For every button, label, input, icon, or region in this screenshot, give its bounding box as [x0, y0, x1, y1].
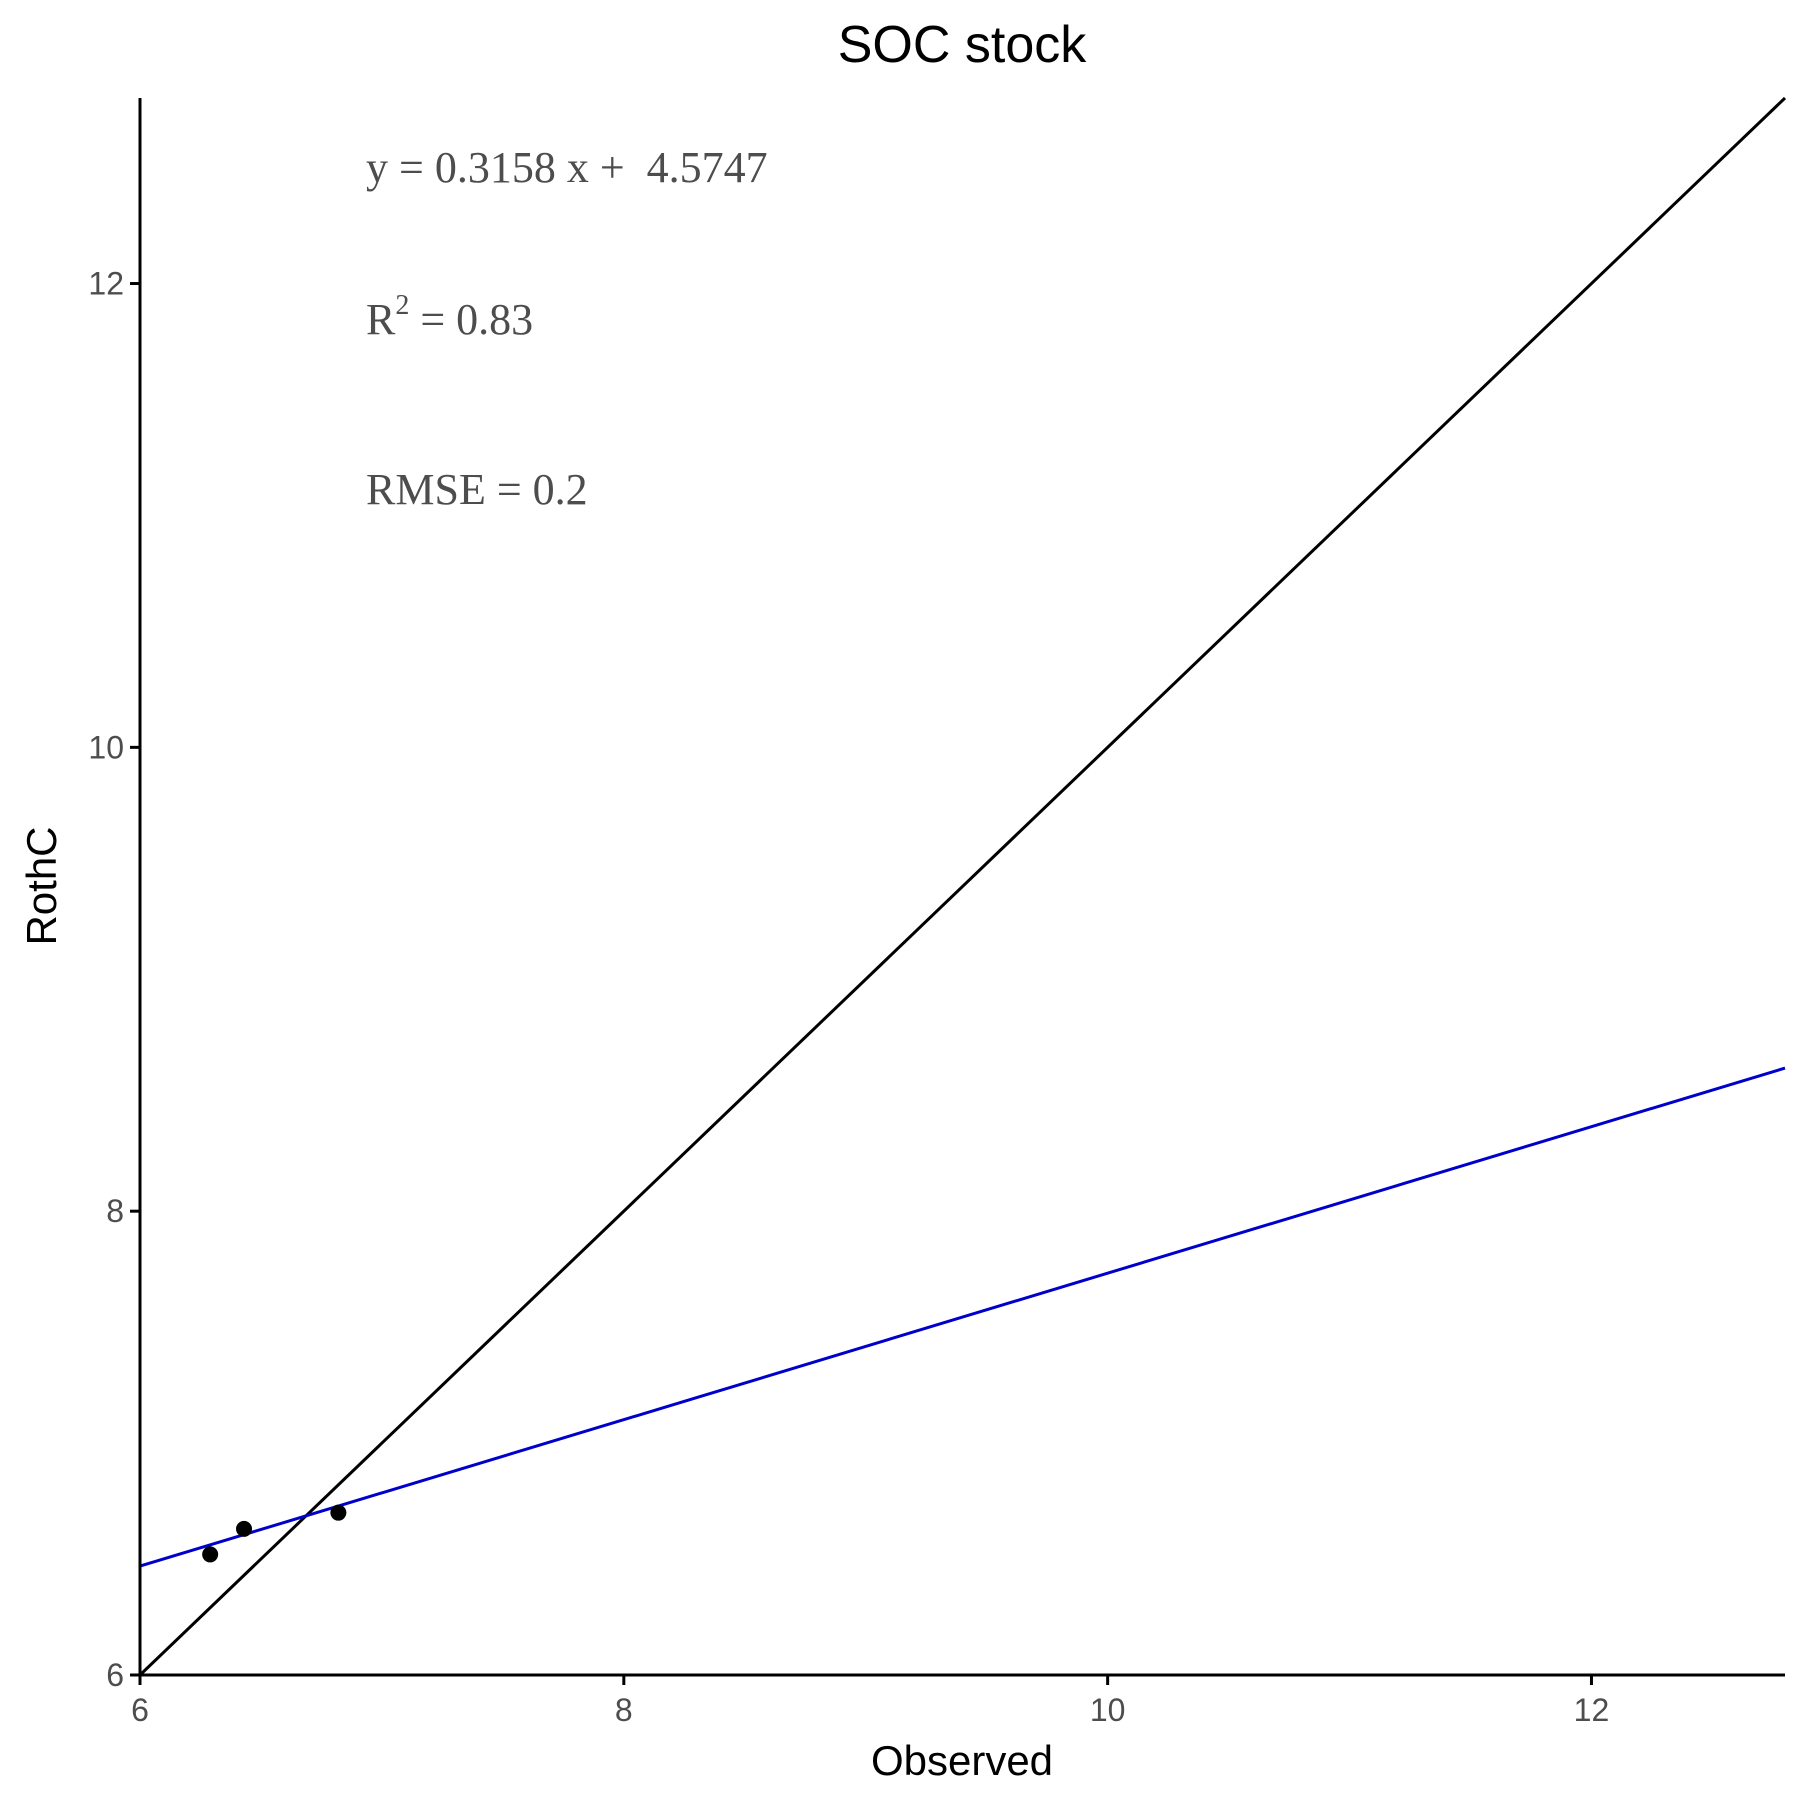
- r-squared-superscript: 2: [395, 290, 409, 321]
- y-axis-ticks: 6 8 10 12: [88, 266, 140, 1693]
- data-point: [202, 1546, 219, 1563]
- chart-title: SOC stock: [838, 16, 1087, 74]
- y-axis-title: RothC: [18, 826, 65, 945]
- x-axis-ticks: 6 8 10 12: [131, 1675, 1609, 1728]
- r-squared-label: R2 = 0.83: [366, 290, 533, 344]
- regression-line: [139, 1066, 1786, 1568]
- data-point: [330, 1504, 347, 1521]
- rmse-label: RMSE = 0.2: [366, 465, 588, 514]
- y-tick-label: 8: [106, 1193, 124, 1229]
- data-point: [236, 1520, 253, 1537]
- x-axis-title: Observed: [871, 1737, 1053, 1784]
- regression-equation: y = 0.3158 x + 4.5747: [366, 143, 768, 192]
- x-tick-label: 10: [1090, 1692, 1126, 1728]
- reference-lines: [138, 96, 1787, 1677]
- y-tick-label: 6: [106, 1657, 124, 1693]
- x-tick-label: 6: [131, 1692, 149, 1728]
- y-tick-label: 12: [88, 266, 124, 302]
- r-squared-value: = 0.83: [409, 295, 533, 344]
- x-tick-label: 12: [1574, 1692, 1610, 1728]
- identity-line: [138, 96, 1787, 1677]
- r-squared-base: R: [366, 295, 396, 344]
- x-tick-label: 8: [615, 1692, 633, 1728]
- annotations: y = 0.3158 x + 4.5747 R2 = 0.83 RMSE = 0…: [366, 143, 768, 514]
- y-tick-label: 10: [88, 729, 124, 765]
- data-points: [202, 1504, 347, 1563]
